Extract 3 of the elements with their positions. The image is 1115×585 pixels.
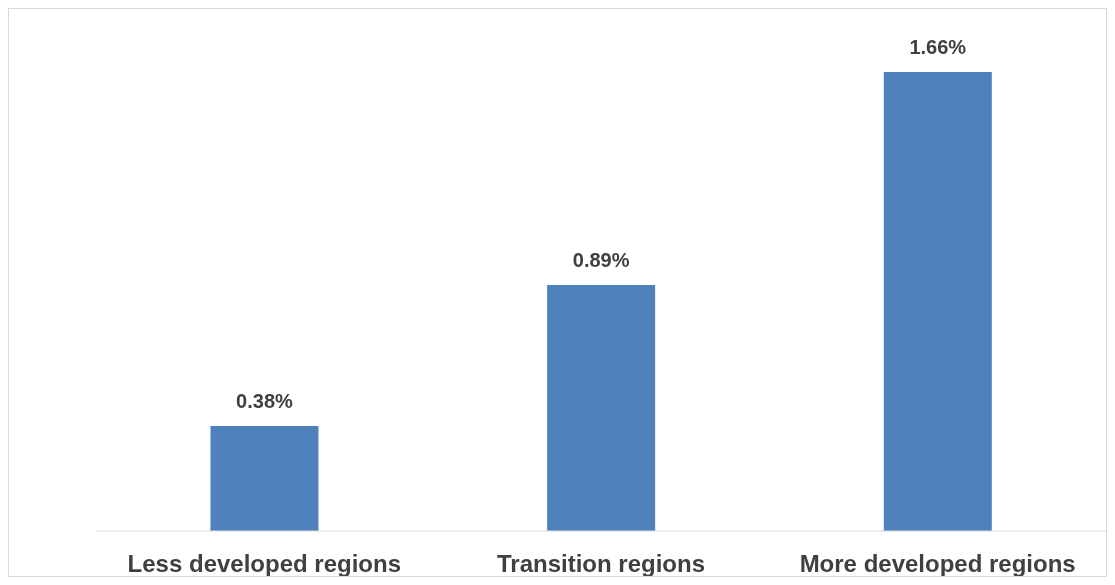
data-label: 0.38% (236, 389, 294, 412)
data-label: 0.89% (572, 248, 630, 271)
data-label: 1.66% (909, 36, 967, 58)
